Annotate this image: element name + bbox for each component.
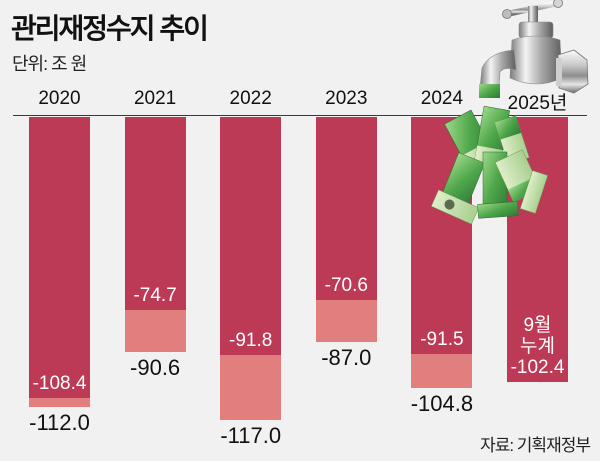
bar-september-cumulative xyxy=(315,117,377,300)
bar-september-cumulative xyxy=(29,117,90,398)
unit-label: 단위: 조 원 xyxy=(12,54,87,74)
year-label: 2023 xyxy=(325,88,368,109)
inner-value-line: -74.7 xyxy=(133,285,177,307)
september-cumulative-value-label: -91.5 xyxy=(411,329,472,350)
year-label: 2021 xyxy=(133,88,177,109)
inner-value-line: -108.4 xyxy=(32,372,87,394)
september-cumulative-value-label: -91.8 xyxy=(220,330,281,351)
chart-title: 관리재정수지 추이 xyxy=(11,13,209,44)
inner-value-line: 누계 xyxy=(520,336,555,358)
inner-value-line: -70.6 xyxy=(324,274,368,296)
bar-september-cumulative xyxy=(124,117,186,311)
september-cumulative-value-label: 9월 누계 -102.4 xyxy=(507,315,568,378)
source-note: 자료: 기획재정부 xyxy=(480,436,591,455)
bar-september-cumulative xyxy=(411,117,473,354)
year-label: 2025년 xyxy=(507,93,568,114)
inner-value-line: -102.4 xyxy=(510,357,565,379)
faucet-icon xyxy=(479,0,589,94)
full-year-value-label: -112.0 xyxy=(29,410,90,436)
full-year-value-label: -90.6 xyxy=(130,354,181,380)
inner-value-line: -91.5 xyxy=(420,328,464,350)
september-cumulative-value-label: -70.6 xyxy=(316,275,377,296)
full-year-value-label: -87.0 xyxy=(321,345,372,371)
year-label: 2020 xyxy=(38,88,81,109)
full-year-value-label: -117.0 xyxy=(220,423,282,449)
year-label: 2022 xyxy=(229,88,272,109)
year-label: 2024 xyxy=(420,88,464,109)
inner-value-line: 9월 xyxy=(523,315,552,337)
september-cumulative-value-label: -108.4 xyxy=(29,373,90,394)
bar-september-cumulative xyxy=(220,117,282,355)
september-cumulative-value-label: -74.7 xyxy=(125,285,186,306)
zero-baseline xyxy=(13,115,587,116)
inner-value-line: -91.8 xyxy=(229,329,273,351)
full-year-value-label: -104.8 xyxy=(410,391,474,417)
